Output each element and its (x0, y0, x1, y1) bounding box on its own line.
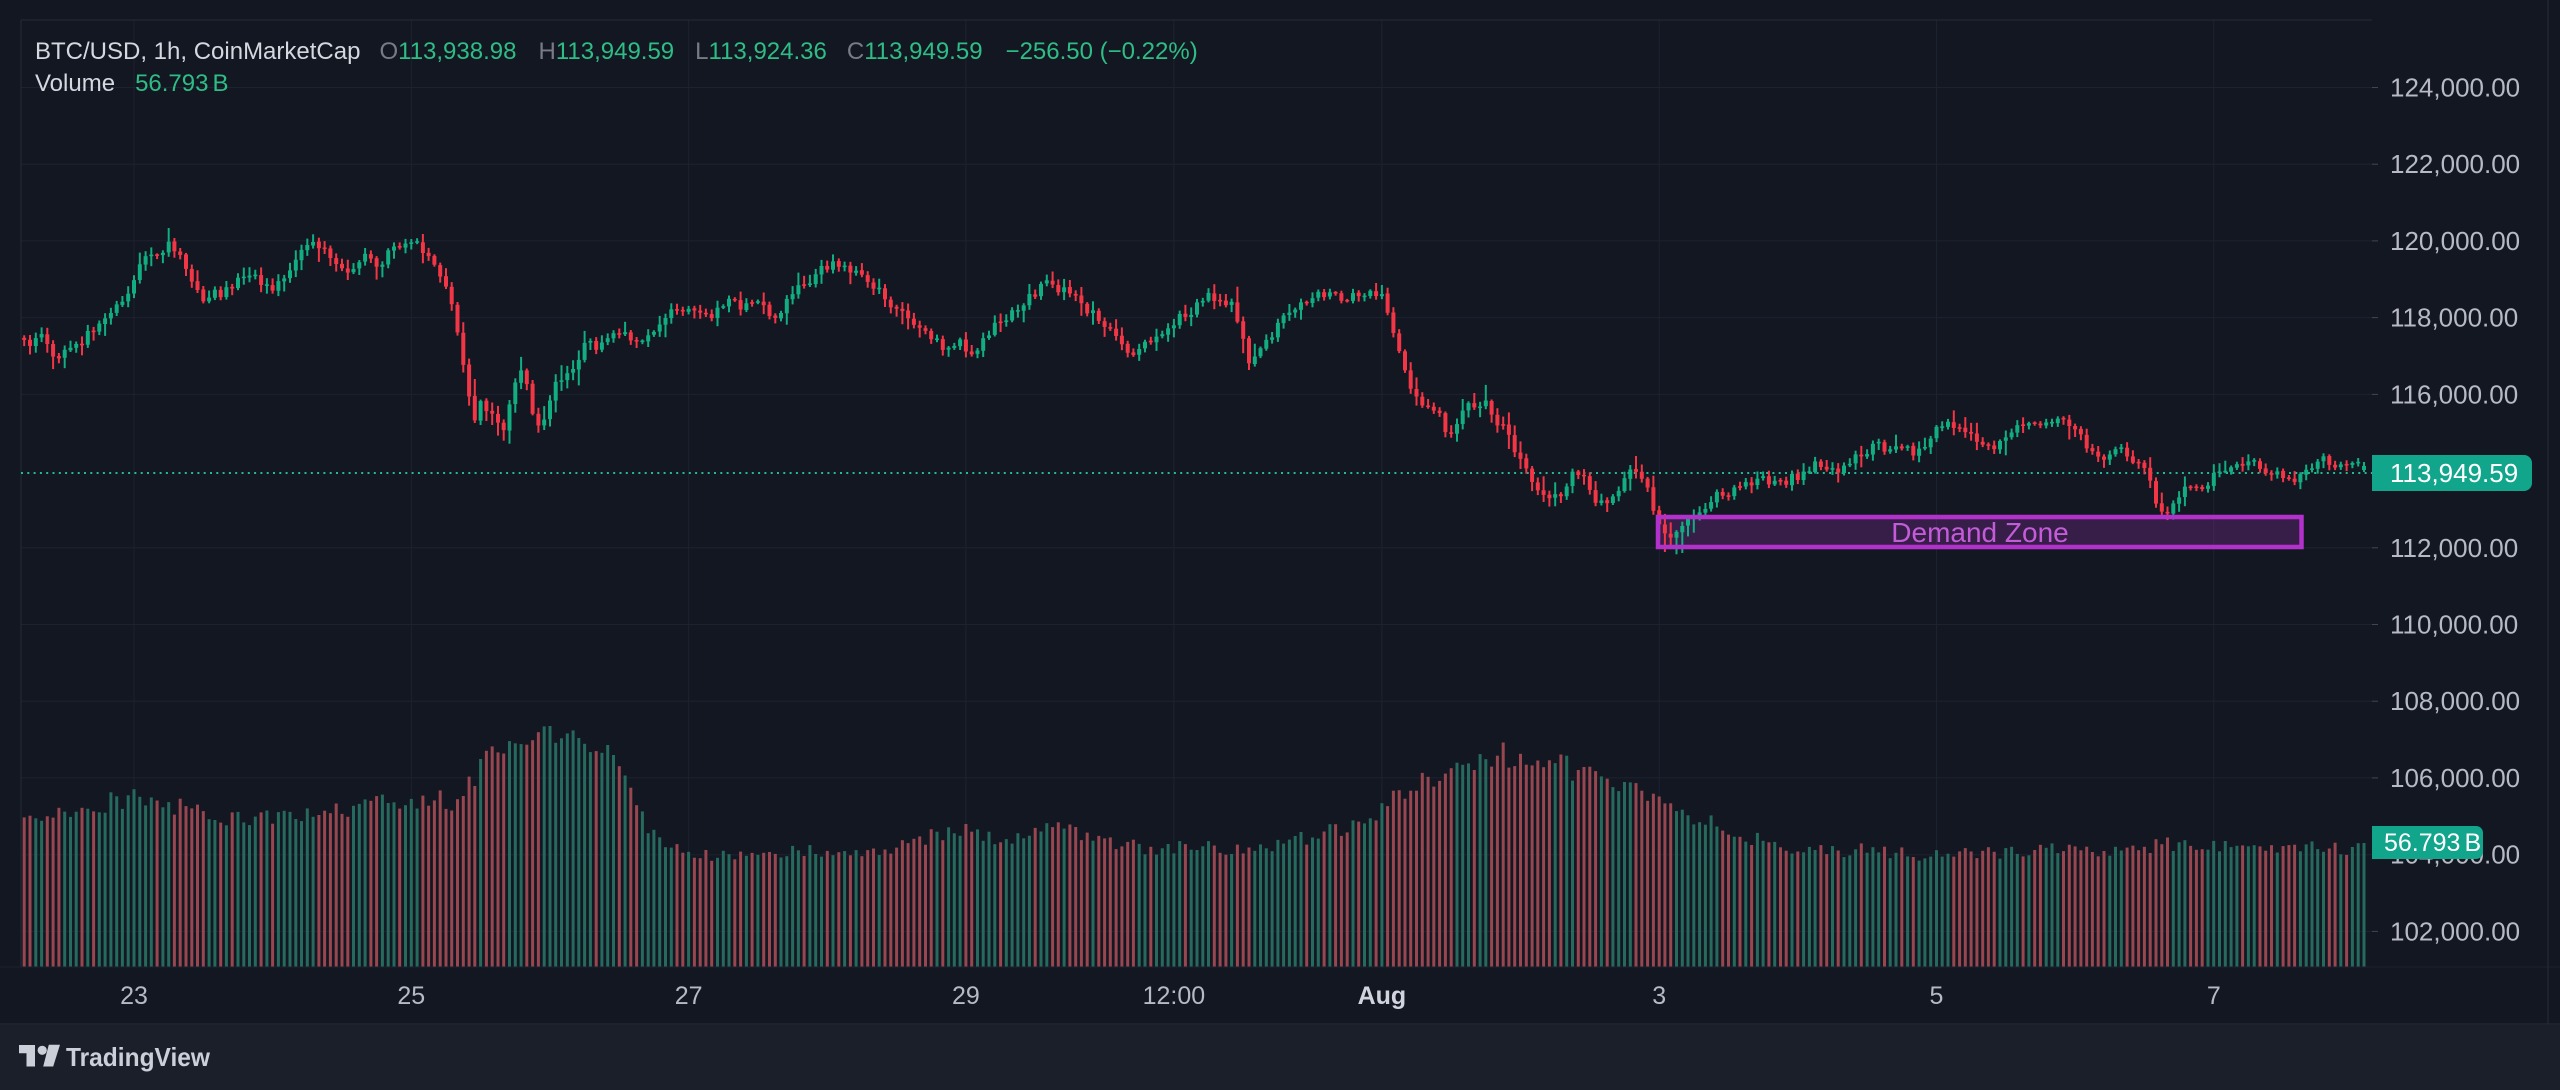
svg-text:Demand Zone: Demand Zone (1891, 517, 2068, 548)
svg-text:113,949.59: 113,949.59 (2390, 458, 2518, 488)
svg-text:27: 27 (675, 982, 703, 1010)
svg-text:116,000.00: 116,000.00 (2390, 379, 2518, 409)
svg-text:5: 5 (1930, 982, 1944, 1010)
svg-text:110,000.00: 110,000.00 (2390, 610, 2518, 640)
svg-text:12:00: 12:00 (1143, 982, 1206, 1010)
svg-text:29: 29 (952, 982, 980, 1010)
svg-text:23: 23 (120, 982, 148, 1010)
svg-text:124,000.00: 124,000.00 (2390, 73, 2520, 103)
svg-text:25: 25 (397, 982, 425, 1010)
svg-text:118,000.00: 118,000.00 (2390, 303, 2518, 333)
svg-text:108,000.00: 108,000.00 (2390, 686, 2520, 716)
svg-text:120,000.00: 120,000.00 (2390, 226, 2520, 256)
svg-text:TradingView: TradingView (66, 1042, 211, 1072)
svg-text:102,000.00: 102,000.00 (2390, 916, 2520, 946)
svg-text:112,000.00: 112,000.00 (2390, 533, 2518, 563)
svg-text:Aug: Aug (1358, 982, 1407, 1010)
svg-text:122,000.00: 122,000.00 (2390, 149, 2520, 179)
svg-text:7: 7 (2207, 982, 2221, 1010)
svg-text:106,000.00: 106,000.00 (2390, 763, 2520, 793)
svg-text:3: 3 (1652, 982, 1666, 1010)
